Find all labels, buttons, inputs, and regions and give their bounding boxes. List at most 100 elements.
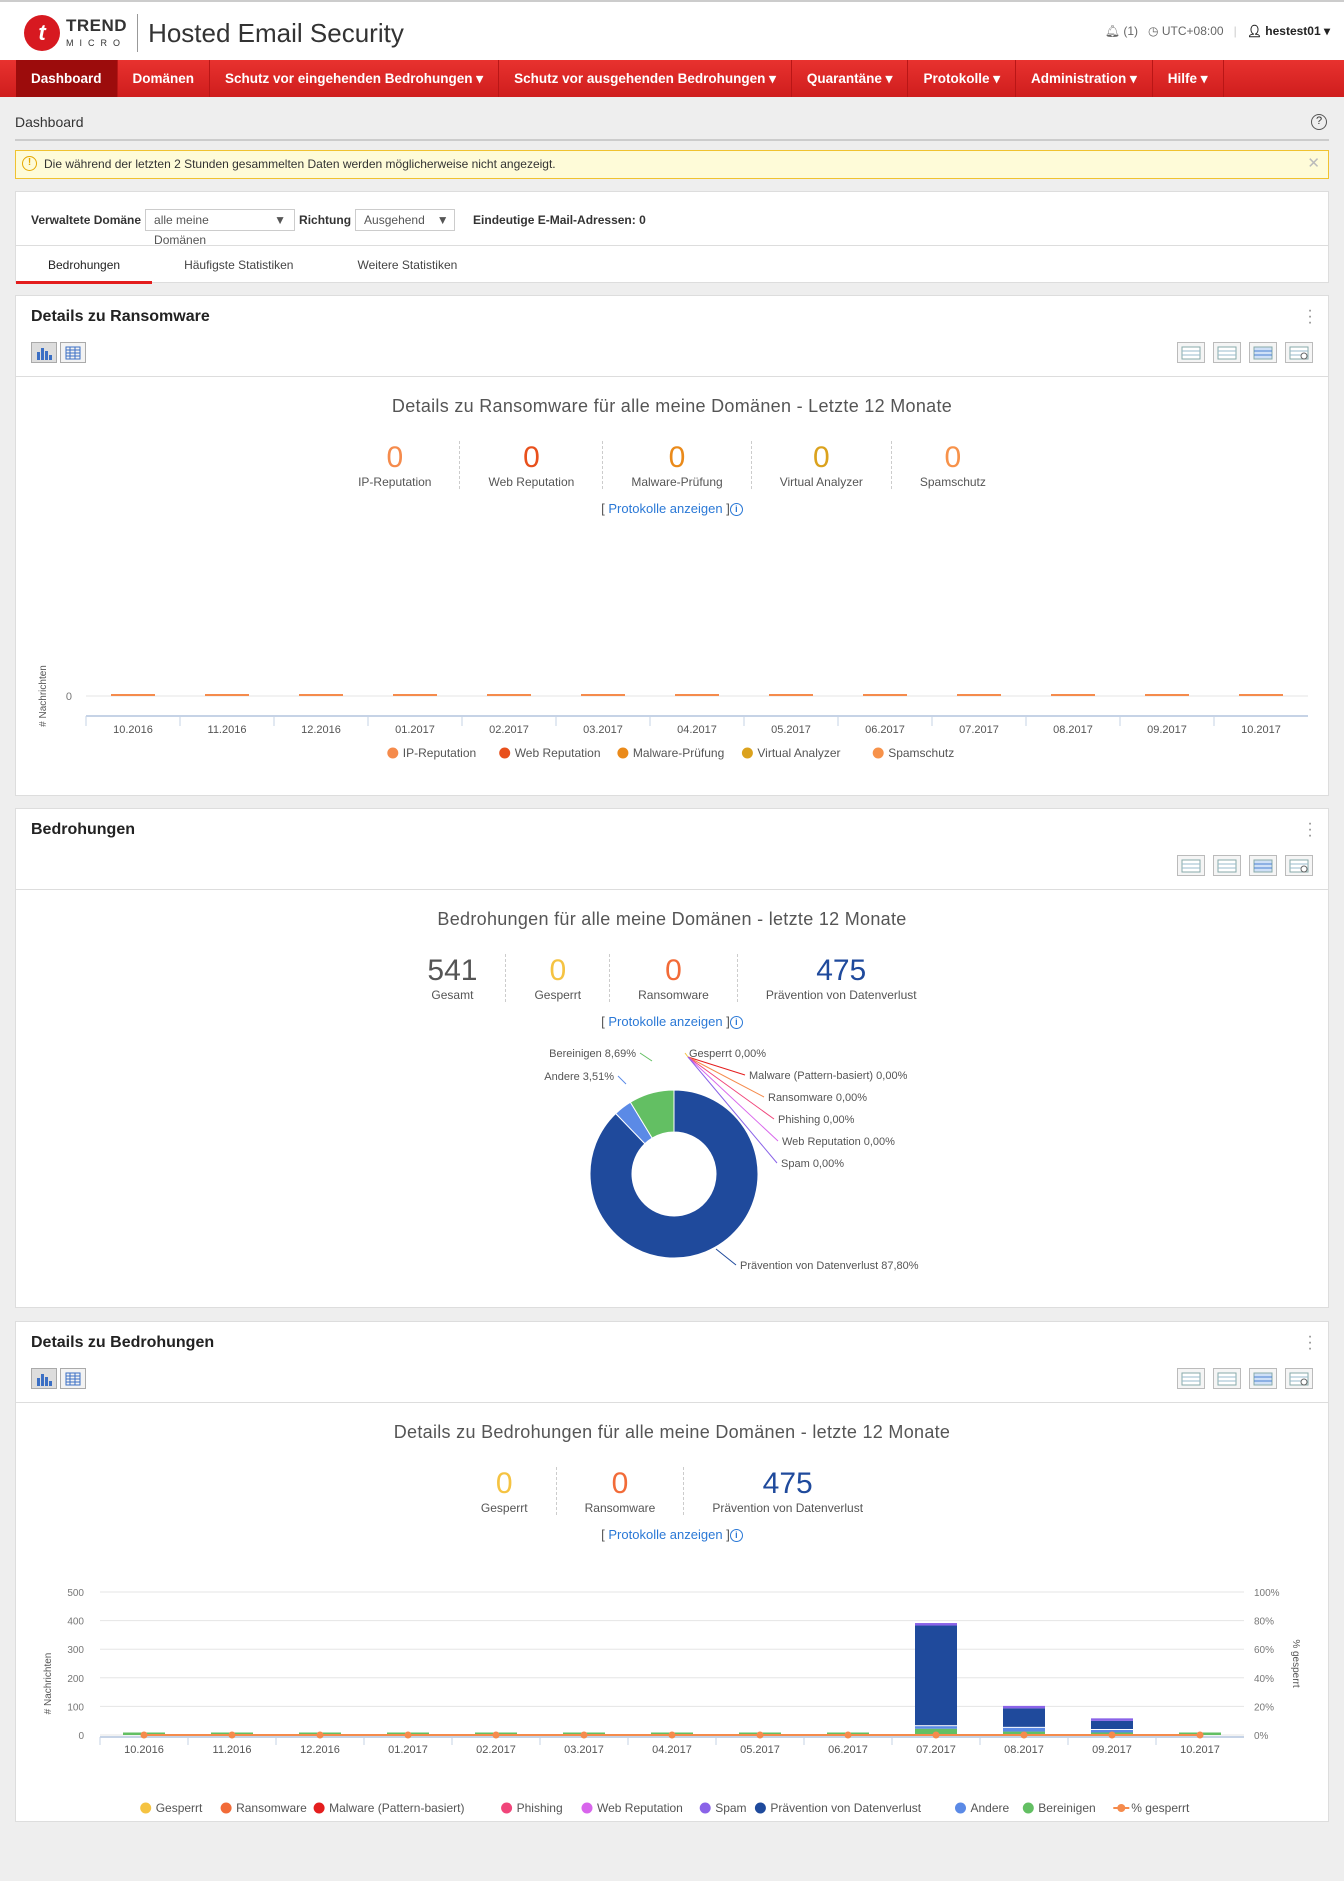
y-tick-label: 0 — [78, 1731, 84, 1742]
nav-item[interactable]: Schutz vor ausgehenden Bedrohungen ▾ — [499, 60, 792, 97]
slice-name: Gesperrt — [689, 1049, 732, 1060]
legend-marker — [754, 1802, 766, 1814]
bar-segment[interactable] — [1003, 1705, 1045, 1709]
export-csv-button[interactable] — [1177, 1368, 1205, 1389]
tab[interactable]: Häufigste Statistiken — [184, 258, 294, 272]
export-chart-button[interactable] — [1249, 342, 1277, 363]
slice-connector — [687, 1056, 775, 1120]
bar — [863, 694, 907, 696]
user-menu[interactable]: 👤︎ hestest01 ▾ — [1246, 24, 1330, 38]
y2-tick-label: 80% — [1254, 1617, 1274, 1628]
info-icon[interactable]: i — [729, 1016, 743, 1030]
bar-segment[interactable] — [1091, 1720, 1133, 1729]
slice-connector — [684, 1052, 689, 1058]
x-tick-label: 02.2017 — [476, 1744, 516, 1756]
info-icon[interactable]: i — [729, 1529, 743, 1543]
nav-item[interactable]: Dashboard — [16, 60, 118, 97]
slice-label: Phishing 0,00% — [778, 1114, 855, 1126]
legend-item[interactable]: Malware (Pattern-basiert) — [313, 1801, 465, 1815]
bar-segment[interactable] — [1003, 1708, 1045, 1727]
export-chart-icon — [1253, 1372, 1273, 1385]
nav-item[interactable]: Protokolle ▾ — [908, 60, 1016, 97]
info-icon[interactable]: i — [729, 503, 743, 517]
slice-label: Spam 0,00% — [781, 1158, 844, 1170]
legend-item[interactable]: Bereinigen — [1022, 1801, 1096, 1815]
nav-item[interactable]: Administration ▾ — [1016, 60, 1153, 97]
export-schedule-button[interactable] — [1285, 1368, 1313, 1389]
direction-select[interactable]: Ausgehend ▼ — [355, 209, 456, 231]
y2-tick-label: 60% — [1254, 1645, 1274, 1656]
view-logs-link[interactable]: Protokolle anzeigen — [608, 1527, 723, 1542]
legend-item[interactable]: Andere — [955, 1801, 1010, 1815]
legend-item[interactable]: Prävention von Datenverlust — [754, 1801, 922, 1815]
bar-segment[interactable] — [915, 1623, 957, 1626]
export-csv-icon — [1181, 1372, 1201, 1385]
table-view-button[interactable] — [60, 1368, 86, 1389]
slice-connector — [639, 1052, 653, 1062]
export-csv-button[interactable] — [1177, 342, 1205, 363]
view-logs-link[interactable]: Protokolle anzeigen — [608, 1014, 723, 1029]
legend-item[interactable]: IP-Reputation — [387, 746, 476, 760]
export-table-button[interactable] — [1213, 342, 1241, 363]
nav-item[interactable]: Hilfe ▾ — [1153, 60, 1224, 97]
slice-label: Malware (Pattern-basiert) 0,00% — [749, 1070, 908, 1082]
notifications-button[interactable]: 🔔︎ (1) — [1105, 24, 1138, 38]
more-options-icon[interactable]: · · · — [1307, 815, 1313, 844]
slice-connector — [687, 1056, 779, 1142]
bar-segment[interactable] — [915, 1726, 957, 1729]
bar — [581, 694, 625, 696]
logs-link-row: [ Protokolle anzeigen ] i — [16, 1014, 1328, 1030]
donut-slice[interactable] — [629, 1089, 675, 1139]
table-view-button[interactable] — [60, 342, 86, 363]
chart-view-button[interactable] — [31, 1368, 57, 1389]
slice-connector — [687, 1056, 746, 1076]
export-chart-button[interactable] — [1249, 855, 1277, 876]
bar-segment[interactable] — [915, 1728, 957, 1734]
line-point — [932, 1731, 940, 1739]
warning-text: Die während der letzten 2 Stunden gesamm… — [44, 157, 556, 171]
more-options-icon[interactable]: · · · — [1307, 1328, 1313, 1357]
export-schedule-icon — [1289, 859, 1309, 872]
nav-item[interactable]: Quarantäne ▾ — [792, 60, 909, 97]
kpi-label: Spamschutz — [919, 475, 986, 489]
donut-slice[interactable] — [589, 1089, 759, 1259]
notification-count: (1) — [1123, 24, 1139, 38]
nav-item[interactable]: Domänen — [118, 60, 211, 97]
kpi: 0 Malware-Prüfung — [603, 441, 752, 489]
trend-micro-logo[interactable]: t TREND MICRO Hosted Email Security — [24, 14, 404, 52]
legend-item[interactable]: Web Reputation — [499, 746, 601, 760]
legend-item[interactable]: Spamschutz — [872, 746, 955, 760]
nav-item[interactable]: Schutz vor eingehenden Bedrohungen ▾ — [210, 60, 500, 97]
legend-item[interactable]: Ransomware — [220, 1801, 308, 1815]
bar-segment[interactable] — [1091, 1730, 1133, 1733]
export-chart-button[interactable] — [1249, 1368, 1277, 1389]
legend-item[interactable]: Gesperrt — [140, 1801, 203, 1815]
export-csv-button[interactable] — [1177, 855, 1205, 876]
legend-item[interactable]: % gesperrt — [1113, 1801, 1190, 1815]
export-schedule-button[interactable] — [1285, 342, 1313, 363]
y-tick-label: 500 — [67, 1588, 84, 1599]
close-icon[interactable]: ✕ — [1307, 155, 1320, 172]
bar-segment[interactable] — [1003, 1727, 1045, 1732]
legend-item[interactable]: Virtual Analyzer — [741, 746, 841, 760]
warning-banner: ! Die während der letzten 2 Stunden gesa… — [15, 150, 1329, 179]
legend-item[interactable]: Phishing — [501, 1801, 563, 1815]
more-options-icon[interactable]: · · · — [1307, 302, 1313, 331]
legend-item[interactable]: Malware-Prüfung — [617, 746, 724, 760]
tab[interactable]: Bedrohungen — [16, 246, 153, 284]
legend-marker — [1117, 1804, 1126, 1812]
app-header: t TREND MICRO Hosted Email Security 🔔︎ (1… — [0, 0, 1344, 60]
tab[interactable]: Weitere Statistiken — [357, 258, 458, 272]
help-icon[interactable]: ? — [1311, 114, 1327, 130]
domain-select[interactable]: alle meine Domänen ▼ — [145, 209, 296, 247]
bar-segment[interactable] — [1091, 1718, 1133, 1721]
view-logs-link[interactable]: Protokolle anzeigen — [608, 501, 723, 516]
export-table-button[interactable] — [1213, 855, 1241, 876]
legend-item[interactable]: Spam — [699, 1801, 747, 1815]
bar-segment[interactable] — [915, 1625, 957, 1726]
export-schedule-button[interactable] — [1285, 855, 1313, 876]
domain-value: alle meine Domänen — [154, 213, 209, 247]
legend-item[interactable]: Web Reputation — [581, 1801, 683, 1815]
chart-view-button[interactable] — [31, 342, 57, 363]
export-table-button[interactable] — [1213, 1368, 1241, 1389]
